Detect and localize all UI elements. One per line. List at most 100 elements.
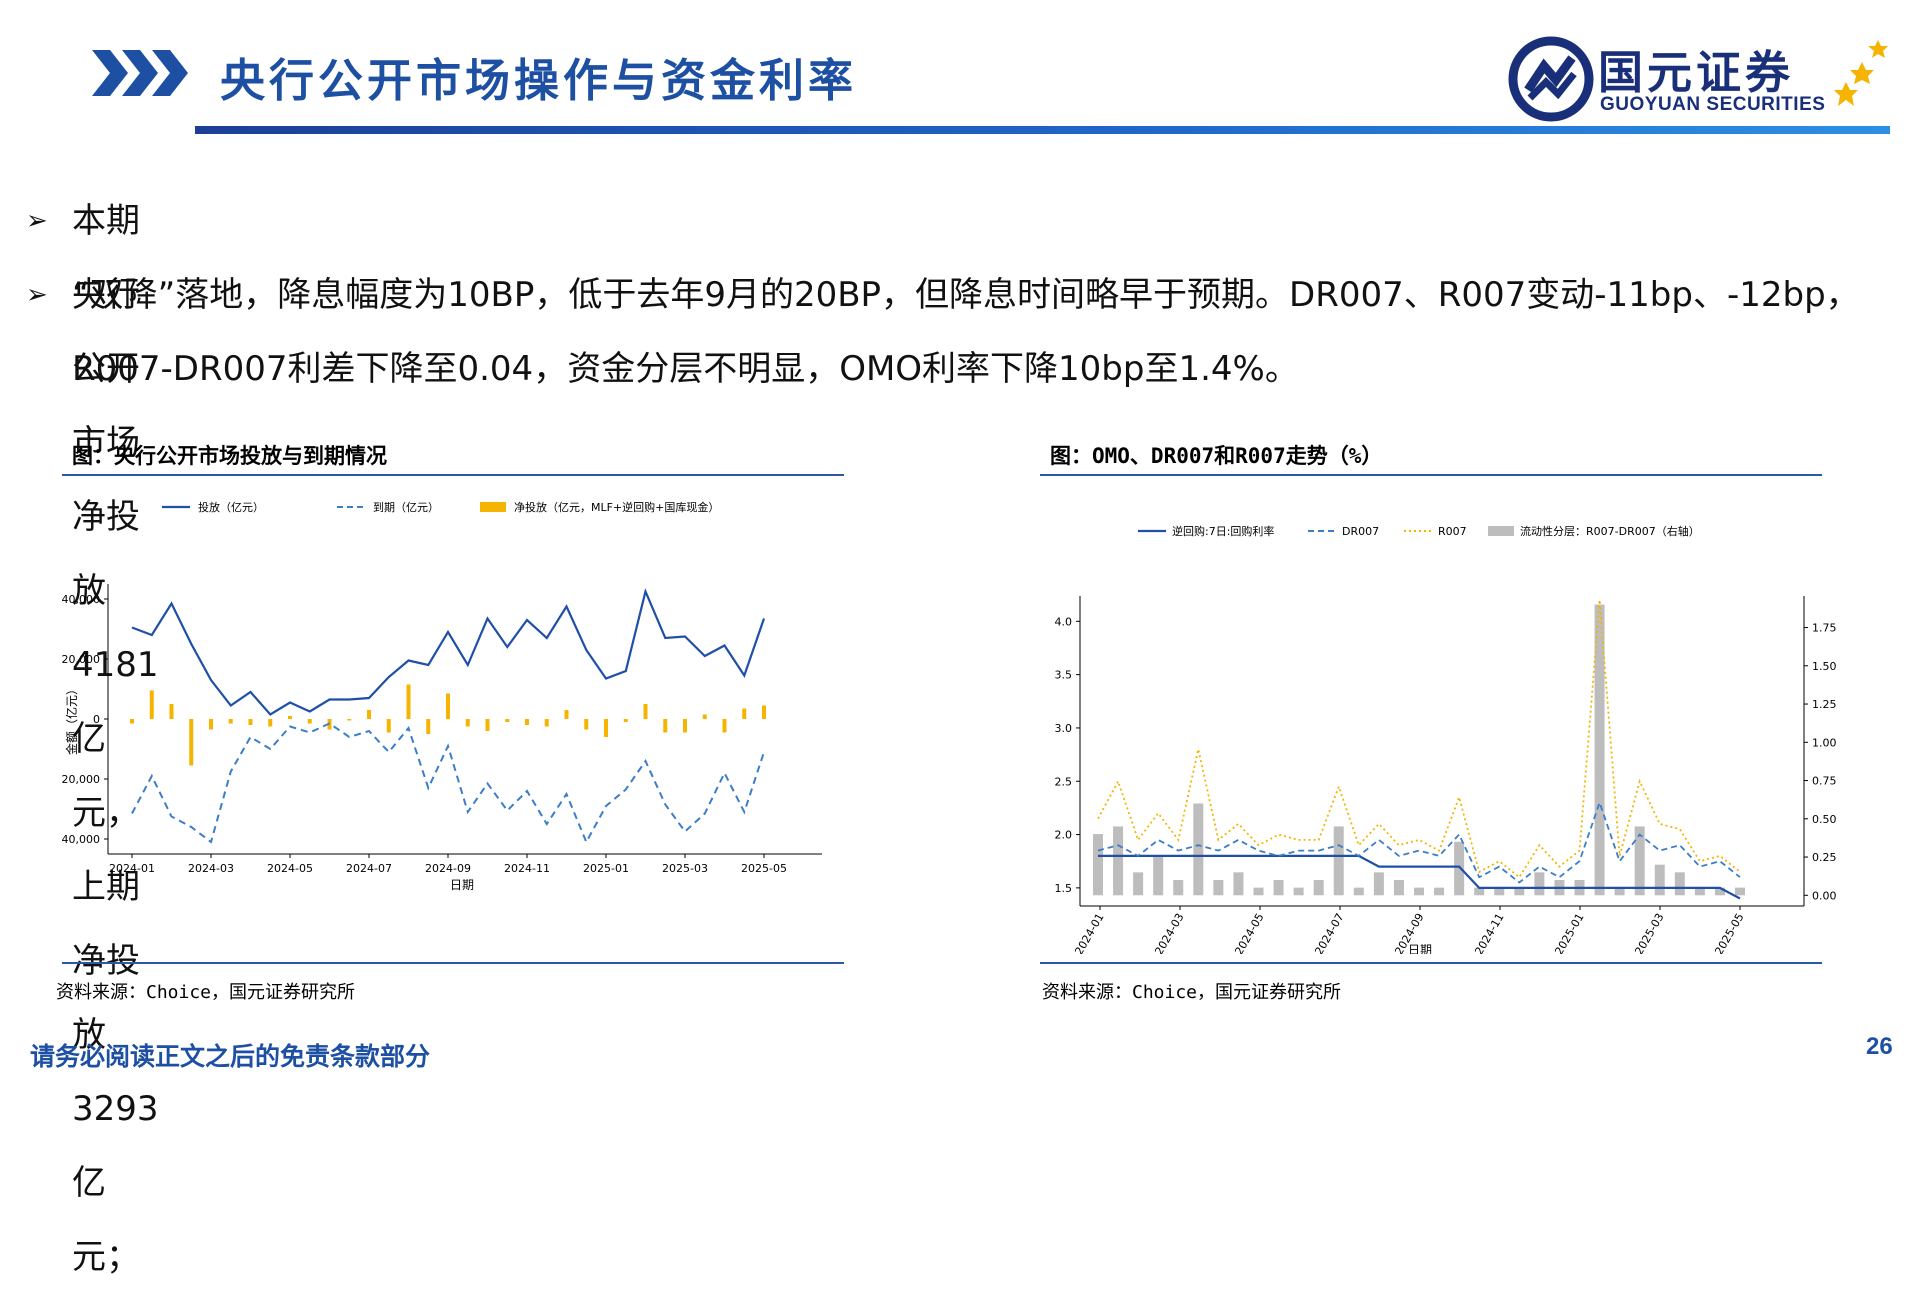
- right-chart-liquidity-bar: [1253, 887, 1264, 896]
- left-chart-net-bar: [406, 684, 411, 719]
- right-chart-liquidity-bar: [1113, 826, 1124, 896]
- left-chart-x-label: 日期: [450, 878, 474, 892]
- right-chart-liquidity-bar: [1293, 887, 1304, 896]
- left-chart-line-maturity: [131, 722, 765, 845]
- left-chart-net-bar: [742, 708, 747, 719]
- right-chart-liquidity-bar: [1213, 879, 1224, 896]
- left-chart-bottom-rule: [62, 962, 844, 964]
- right-chart-y2-tick-label: 0.75: [1812, 775, 1837, 788]
- right-chart-x-label: 日期: [1408, 943, 1432, 954]
- left-chart-net-bar: [584, 719, 589, 730]
- right-legend-label-omo: 逆回购:7日:回购利率: [1172, 524, 1274, 538]
- right-chart-y2-tick-label: 1.25: [1812, 698, 1837, 711]
- left-chart-net-bar: [130, 719, 134, 724]
- right-chart-y-tick-label: 3.0: [1055, 722, 1073, 735]
- right-chart-x-tick-label: 2024-07: [1312, 911, 1346, 954]
- right-chart-x-tick-label: 2024-01: [1072, 911, 1106, 954]
- right-chart-liquidity-bar: [1614, 887, 1625, 896]
- chevron-decoration-icon: [92, 50, 188, 96]
- left-chart-net-bar: [248, 719, 253, 725]
- left-chart-x-tick-label: 2025-05: [741, 862, 787, 875]
- logo-emblem-icon: [1508, 36, 1594, 122]
- right-chart-y2-tick-label: 0.00: [1812, 889, 1837, 902]
- left-chart-x-tick-label: 2024-09: [425, 862, 471, 875]
- right-legend-label-liquidity: 流动性分层：R007-DR007（右轴）: [1520, 524, 1700, 538]
- left-legend-label-issuance: 投放（亿元）: [198, 500, 264, 514]
- left-chart-title: 图：央行公开市场投放与到期情况: [72, 444, 387, 468]
- left-chart-net-bar: [209, 719, 213, 730]
- left-chart-y-tick-label: 20,000: [62, 653, 100, 666]
- right-chart-liquidity-bar: [1634, 826, 1645, 896]
- right-chart-title: 图：OMO、DR007和R007走势（%）: [1050, 444, 1383, 468]
- left-chart-net-bar: [446, 693, 450, 719]
- left-chart-title-rule: [62, 474, 844, 476]
- right-chart-liquidity-bar: [1313, 879, 1324, 896]
- left-chart-net-bar: [722, 719, 727, 733]
- left-chart-y-tick-label: -20,000: [62, 773, 100, 786]
- left-chart-net-bar: [386, 719, 391, 733]
- left-chart-net-bar: [347, 719, 352, 721]
- bullet-arrow-icon: ➢: [26, 206, 48, 236]
- left-chart-net-bar: [307, 719, 312, 724]
- left-chart-net-bar: [702, 714, 707, 719]
- left-chart-x-tick-label: 2025-01: [583, 862, 629, 875]
- right-chart-liquidity-bar: [1353, 887, 1364, 896]
- left-chart-net-bar: [268, 719, 273, 727]
- bullet-2-text: “双降”落地，降息幅度为10BP，低于去年9月的20BP，但降息时间略早于预期。…: [72, 275, 1860, 389]
- right-chart-liquidity-bar: [1474, 887, 1485, 896]
- header-rule: [195, 126, 1890, 134]
- right-chart-liquidity-bar: [1414, 887, 1424, 896]
- right-chart-x-tick-label: 2025-05: [1712, 911, 1746, 954]
- right-chart-liquidity-bar: [1654, 864, 1665, 896]
- right-chart-liquidity-bar: [1393, 879, 1404, 896]
- left-chart-y-tick-label: -40,000: [62, 833, 100, 846]
- right-legend-label-dr007: DR007: [1342, 525, 1379, 538]
- right-chart-liquidity-bar: [1153, 857, 1164, 896]
- left-chart-source: 资料来源：Choice，国元证券研究所: [56, 982, 356, 1003]
- right-chart-liquidity-bar: [1093, 834, 1103, 896]
- left-chart-x-tick-label: 2024-01: [109, 862, 155, 875]
- left-legend-swatch-net: [480, 502, 506, 512]
- left-legend-label-net: 净投放（亿元，MLF+逆回购+国库现金）: [514, 500, 719, 514]
- left-chart-x-tick-label: 2025-03: [662, 862, 708, 875]
- logo-cn-text: 国元证券: [1598, 46, 1795, 99]
- left-chart-net-bar: [485, 719, 490, 731]
- left-chart-net-bar: [643, 704, 648, 719]
- left-chart-net-bar: [169, 704, 174, 719]
- left-chart-line-issuance: [131, 588, 766, 716]
- right-chart-y2-tick-label: 1.00: [1812, 736, 1837, 749]
- right-chart-liquidity-bar: [1594, 604, 1605, 896]
- right-legend-swatch-liquidity: [1488, 526, 1514, 536]
- left-chart-net-bar: [683, 719, 687, 733]
- page-number: 26: [1866, 1033, 1893, 1060]
- page-title: 央行公开市场操作与资金利率: [220, 54, 858, 107]
- right-chart-x-tick-label: 2025-01: [1552, 911, 1586, 954]
- right-chart-y2-tick-label: 1.75: [1812, 622, 1837, 635]
- right-chart-x-tick-label: 2024-05: [1232, 911, 1266, 954]
- left-legend-label-maturity: 到期（亿元）: [373, 501, 439, 514]
- right-chart-liquidity-bar: [1735, 887, 1745, 896]
- right-chart-liquidity-bar: [1173, 879, 1184, 896]
- right-chart-y2-tick-label: 0.50: [1812, 813, 1837, 826]
- right-legend-label-r007: R007: [1438, 525, 1467, 538]
- right-chart-liquidity-bar: [1714, 887, 1725, 896]
- left-chart-net-bar: [623, 719, 628, 722]
- right-chart-liquidity-bar: [1514, 887, 1525, 896]
- right-chart-liquidity-bar: [1373, 872, 1384, 896]
- right-chart-panel: 图：OMO、DR007和R007走势（%） 1.5 2.0 2.5 3.0 3.5 4.0…: [1040, 440, 1840, 1003]
- left-chart-net-bar: [604, 719, 608, 737]
- left-chart-net-bar: [505, 719, 510, 722]
- right-chart-y2-tick-label: 0.25: [1812, 851, 1837, 864]
- left-chart-net-bar: [762, 705, 766, 719]
- right-chart-y-tick-label: 3.5: [1055, 669, 1073, 682]
- left-chart-net-bar: [189, 719, 194, 766]
- left-chart-x-tick-label: 2024-07: [346, 862, 392, 875]
- right-chart-liquidity-bar: [1434, 887, 1445, 896]
- footer-disclaimer: 请务必阅读正文之后的免责条款部分: [30, 1042, 431, 1071]
- left-chart-svg: -40,000 -20,000 0 20,000 40,000 2024-01 2024-0…: [62, 500, 822, 892]
- left-chart-net-bar: [149, 690, 154, 719]
- left-chart-net-bar: [426, 719, 431, 734]
- left-chart-x-tick-label: 2024-05: [267, 862, 313, 875]
- right-chart-liquidity-bar: [1233, 872, 1244, 896]
- right-chart-bottom-rule: [1040, 962, 1822, 964]
